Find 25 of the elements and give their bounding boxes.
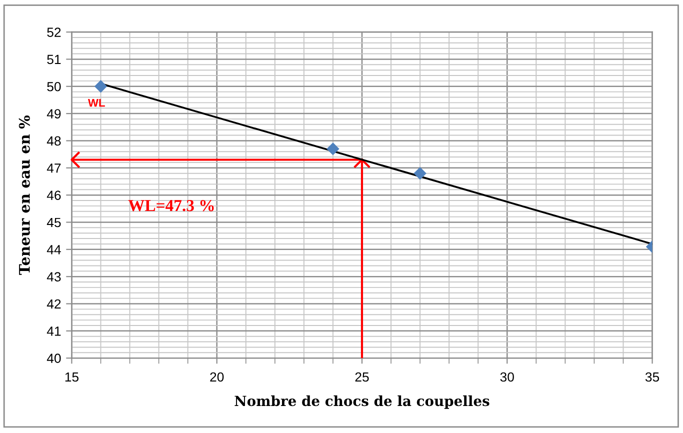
x-axis-title: Nombre de chocs de la coupelles xyxy=(234,395,490,409)
y-tick-label: 43 xyxy=(46,272,61,282)
y-tick-label: 41 xyxy=(46,326,61,336)
point xyxy=(414,166,426,180)
y-tick-label: 52 xyxy=(47,28,61,37)
x-tick-label: 25 xyxy=(355,372,369,382)
point xyxy=(94,80,108,93)
x-tick-label: 15 xyxy=(65,372,78,382)
y-tick-label: 51 xyxy=(47,54,61,64)
y-tick-label: 46 xyxy=(46,190,61,200)
x-tick-label: 20 xyxy=(210,372,224,382)
x-tick-label: 35 xyxy=(645,372,660,382)
y-tick-label: 48 xyxy=(46,136,61,146)
point xyxy=(326,142,340,156)
y-tick-label: 44 xyxy=(46,245,61,254)
y-tick-label: 42 xyxy=(46,299,61,309)
y-axis-title: Teneur en eau en % xyxy=(18,115,30,275)
y-tick-label: 47 xyxy=(46,164,61,173)
annotation: WL xyxy=(88,99,105,107)
x-tick-label: 30 xyxy=(500,372,514,382)
y-tick-label: 45 xyxy=(46,218,61,228)
y-tick-label: 40 xyxy=(46,354,61,363)
y-tick-label: 49 xyxy=(46,109,61,118)
ref-line-label: WL=47.3 % xyxy=(128,200,214,212)
y-tick-label: 50 xyxy=(47,82,61,92)
